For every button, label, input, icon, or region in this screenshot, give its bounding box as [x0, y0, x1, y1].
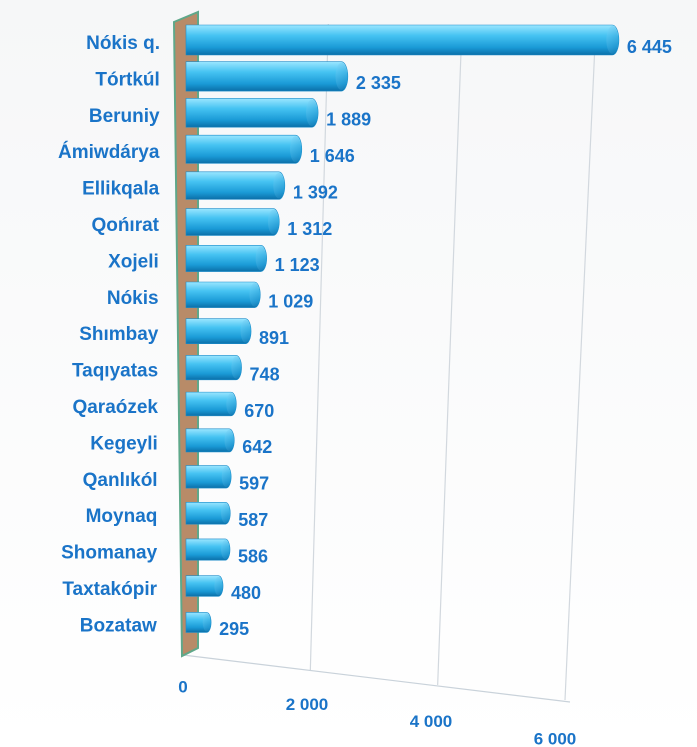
value-label: 2 335: [356, 73, 401, 93]
bar-cap: [306, 99, 318, 127]
grid-line: [564, 43, 596, 701]
bar-cap: [221, 503, 230, 524]
value-label: 748: [250, 364, 280, 384]
y-tick-label: Qońırat: [91, 215, 159, 236]
bar-cap: [290, 136, 302, 163]
bar-cap: [255, 246, 267, 271]
y-tick-label: Tórtkúl: [95, 69, 159, 90]
bar-cap: [221, 466, 231, 488]
y-tick-label: Xojeli: [108, 251, 159, 272]
value-label: 642: [242, 437, 272, 457]
bar-cap: [335, 62, 348, 91]
y-tick-label: Qanlıkól: [83, 470, 158, 491]
y-tick-label: Beruniy: [89, 106, 160, 127]
value-label: 1 029: [268, 292, 313, 312]
bar: [185, 465, 232, 489]
bar-cap: [273, 172, 285, 199]
x-tick-label: 6 000: [534, 729, 577, 747]
bar-cap: [214, 576, 223, 596]
bar-cap: [606, 26, 619, 54]
y-tick-label: Kegeyli: [90, 433, 158, 454]
y-tick-label: Ámiwdárya: [58, 141, 160, 163]
bar: [185, 24, 620, 56]
bar: [185, 171, 286, 200]
y-tick-label: Nókis q.: [86, 33, 160, 54]
bar: [185, 208, 280, 236]
bar-cap: [249, 282, 260, 307]
x-tick-label: 2 000: [286, 695, 329, 714]
bar-cap: [268, 209, 279, 235]
bar: [185, 391, 237, 417]
value-label: 6 445: [627, 37, 672, 57]
bar: [185, 318, 252, 344]
value-label: 891: [259, 328, 289, 348]
value-label: 597: [239, 474, 269, 494]
value-label: 586: [238, 546, 268, 566]
value-label: 1 646: [310, 146, 355, 166]
x-tick-label: 0: [178, 677, 187, 696]
x-tick-label: 4 000: [410, 712, 453, 731]
bar: [185, 501, 231, 525]
y-tick-label: Nókis: [107, 288, 159, 309]
bar-cap: [226, 393, 236, 415]
bar-cap: [224, 429, 234, 451]
bar-cap: [221, 539, 230, 560]
y-tick-label: Taxtakópir: [62, 579, 157, 600]
y-tick-label: Shımbay: [79, 324, 159, 345]
value-label: 670: [244, 401, 274, 421]
bar: [185, 575, 224, 597]
value-label: 1 312: [287, 219, 332, 239]
bar: [185, 538, 231, 561]
bar: [185, 134, 303, 164]
value-label: 587: [238, 510, 268, 530]
y-tick-label: Bozataw: [80, 615, 157, 636]
value-label: 480: [231, 583, 261, 603]
grid-line: [437, 33, 463, 686]
bar-cap: [202, 613, 211, 632]
bar: [185, 61, 349, 92]
value-label: 1 392: [293, 182, 338, 202]
value-label: 1 889: [326, 110, 371, 130]
bar: [185, 244, 267, 272]
y-tick-label: Shomanay: [61, 543, 158, 564]
bar: [185, 98, 319, 128]
bar-cap: [231, 356, 242, 379]
y-tick-label: Moynaq: [86, 506, 158, 527]
x-axis: [182, 654, 571, 703]
value-label: 1 123: [275, 255, 320, 275]
bar: [185, 428, 235, 453]
grid-line: [309, 23, 329, 671]
y-tick-label: Ellikqala: [82, 179, 160, 200]
bar-cap: [240, 319, 251, 343]
y-tick-label: Qaraózek: [72, 397, 158, 418]
bar: [185, 355, 242, 381]
bar: [185, 281, 261, 308]
value-label: 295: [219, 619, 249, 639]
y-tick-label: Taqıyatas: [72, 361, 158, 382]
